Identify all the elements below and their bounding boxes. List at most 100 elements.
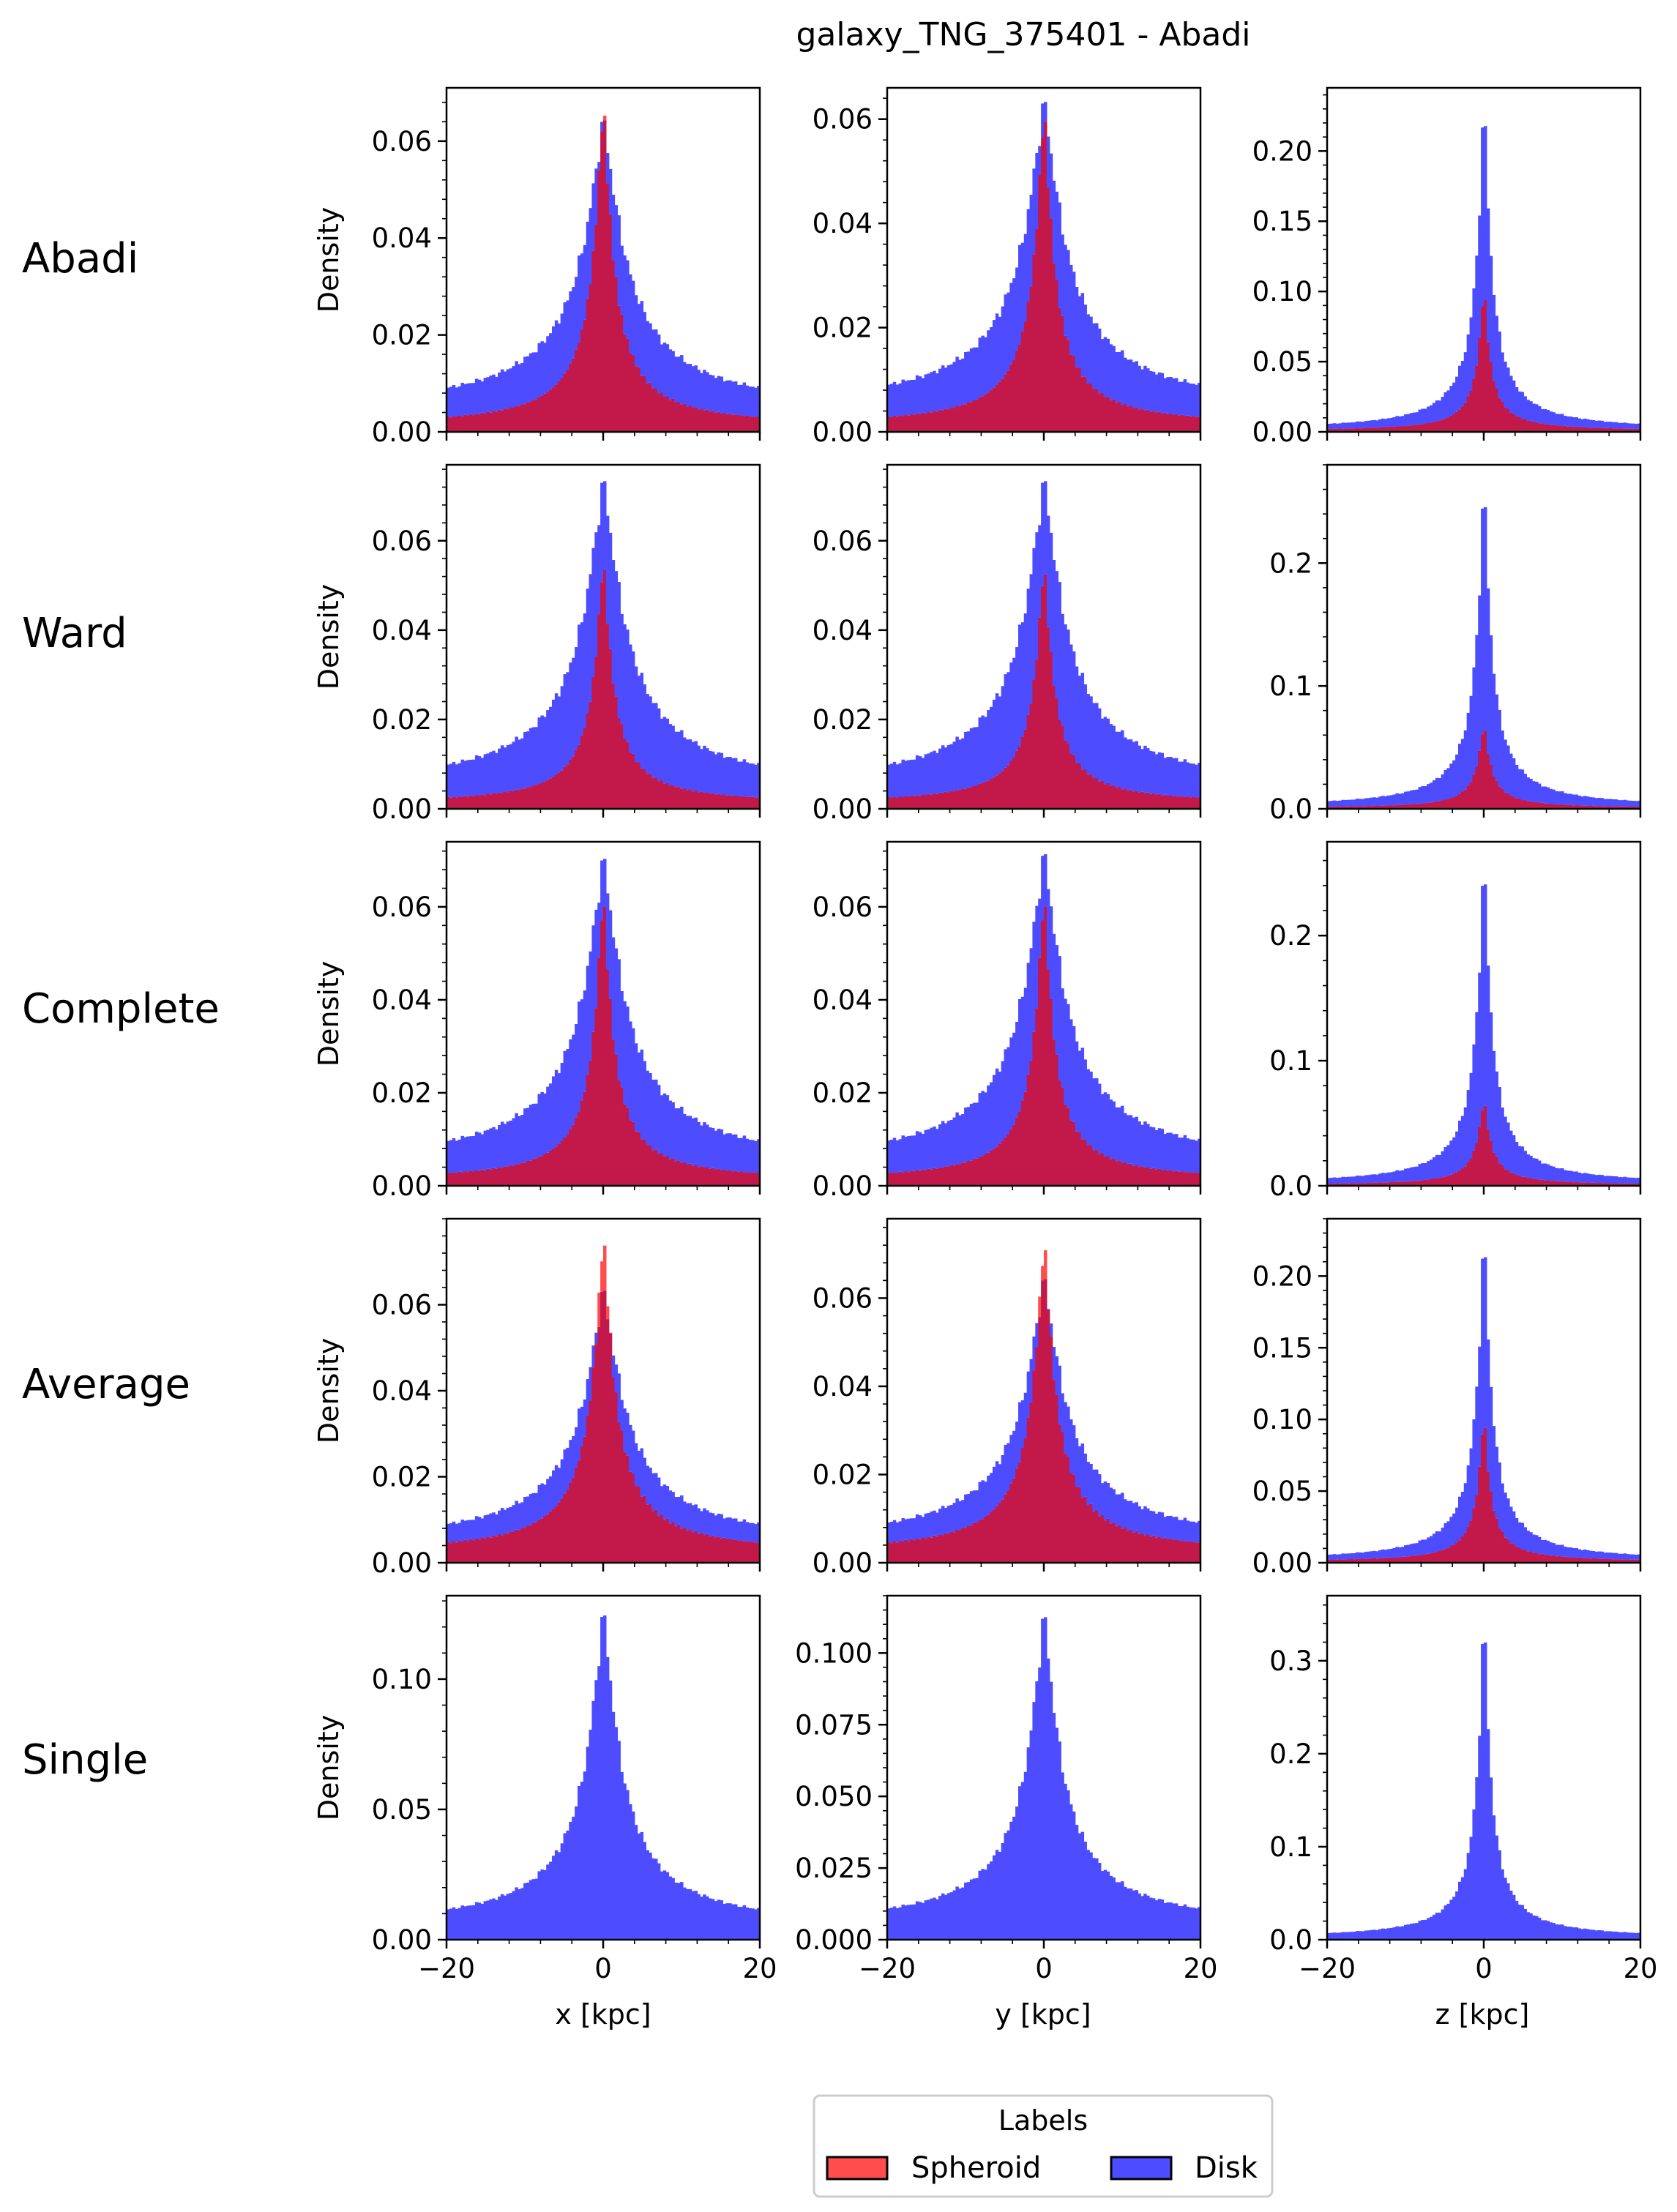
bar-disk <box>1341 1176 1345 1184</box>
bar-disk <box>1061 988 1064 1088</box>
bar-overlap <box>1398 1557 1402 1563</box>
bar-overlap <box>1543 803 1547 809</box>
bar-overlap <box>617 1080 621 1186</box>
bar-disk <box>913 1904 916 1940</box>
bar-disk <box>1514 1141 1519 1176</box>
bar-overlap <box>1020 1448 1025 1563</box>
bar-disk <box>572 1034 575 1125</box>
bar-overlap <box>714 794 718 809</box>
bar-overlap <box>1183 1172 1187 1186</box>
bar-overlap <box>904 414 908 432</box>
bar-overlap <box>1617 428 1621 432</box>
bar-overlap <box>1350 1559 1353 1563</box>
bar-disk <box>586 589 590 714</box>
bar-overlap <box>697 1167 701 1186</box>
bar-overlap <box>1172 796 1176 809</box>
bar-disk <box>998 696 1002 774</box>
bar-overlap <box>1475 766 1479 809</box>
bar-disk <box>1350 1176 1353 1184</box>
bar-disk <box>520 738 524 789</box>
bar-overlap <box>1132 408 1136 432</box>
bar-disk <box>944 367 948 409</box>
x-tick-label: 20 <box>742 1953 777 1984</box>
bar-overlap <box>477 414 482 432</box>
bar-overlap <box>1353 806 1356 809</box>
bar-disk <box>531 1879 536 1940</box>
bar-disk <box>631 1028 635 1122</box>
bar-disk <box>597 1666 601 1940</box>
bar-overlap <box>1383 805 1388 809</box>
bar-disk <box>708 1127 712 1169</box>
bar-disk <box>1614 1552 1618 1560</box>
bar-disk <box>1355 421 1359 428</box>
bar-overlap <box>551 387 556 432</box>
bar-disk <box>1166 1132 1170 1171</box>
bar-overlap <box>1041 1280 1045 1563</box>
bar-overlap <box>722 794 726 809</box>
bar-disk <box>1009 1037 1013 1129</box>
bar-disk <box>640 1049 644 1140</box>
bar-overlap <box>978 783 982 809</box>
bar-overlap <box>518 1164 521 1186</box>
bar-disk <box>1106 1871 1110 1940</box>
bar-disk <box>1012 1032 1016 1125</box>
y-tick-label: 0.06 <box>372 892 432 923</box>
bar-disk <box>1157 1128 1162 1169</box>
bar-overlap <box>1163 1537 1167 1563</box>
bar-disk <box>480 1903 485 1940</box>
bar-disk <box>1344 1932 1348 1940</box>
y-tick-label: 0.1 <box>1269 1045 1312 1077</box>
bar-overlap <box>1338 428 1342 432</box>
bar-disk <box>1095 1078 1099 1150</box>
bar-disk <box>500 1508 504 1536</box>
bar-overlap <box>674 1526 678 1563</box>
bar-overlap <box>1395 804 1399 809</box>
bar-overlap <box>623 1451 627 1563</box>
bar-disk <box>1183 1135 1187 1173</box>
bar-overlap <box>1151 411 1156 432</box>
bar-disk <box>1455 376 1459 412</box>
bar-overlap <box>927 411 930 432</box>
bar-disk <box>981 1869 985 1940</box>
bar-overlap <box>1049 218 1053 432</box>
bar-overlap <box>1430 422 1433 432</box>
bar-disk <box>1341 799 1345 807</box>
bar-disk <box>617 959 621 1080</box>
bar-disk <box>537 717 541 784</box>
bar-disk <box>649 1468 652 1504</box>
bar-overlap <box>546 392 550 432</box>
bar-disk <box>1177 761 1181 797</box>
bar-disk <box>603 1615 607 1940</box>
bar-overlap <box>725 795 729 809</box>
bar-overlap <box>1600 1183 1605 1186</box>
bar-disk <box>1395 1547 1399 1558</box>
bar-overlap <box>1532 802 1536 809</box>
bar-disk <box>1404 1924 1408 1940</box>
bar-disk <box>975 1490 979 1523</box>
bar-disk <box>1620 1932 1624 1940</box>
bar-overlap <box>1606 806 1610 809</box>
bar-disk <box>1192 384 1195 416</box>
bar-disk <box>941 365 945 411</box>
bar-disk <box>1383 419 1388 427</box>
bar-disk <box>1537 1536 1542 1555</box>
bar-disk <box>981 335 985 397</box>
bar-disk <box>1603 1552 1607 1559</box>
bar-overlap <box>498 1534 501 1563</box>
bar-disk <box>1361 1176 1365 1184</box>
bar-disk <box>1151 371 1156 411</box>
bar-disk <box>611 195 616 261</box>
bar-disk <box>955 736 959 791</box>
bar-overlap <box>580 1446 584 1563</box>
bar-disk <box>1406 1544 1411 1557</box>
bar-disk <box>1572 1927 1576 1940</box>
bar-overlap <box>1537 1179 1542 1186</box>
bar-overlap <box>589 701 593 809</box>
bar-disk <box>569 1440 572 1483</box>
bar-overlap <box>1600 1558 1605 1563</box>
bar-disk <box>1404 414 1408 426</box>
bar-overlap <box>1489 1491 1493 1563</box>
bar-disk <box>1112 345 1116 400</box>
bar-disk <box>1392 417 1396 427</box>
bar-overlap <box>1095 777 1099 809</box>
